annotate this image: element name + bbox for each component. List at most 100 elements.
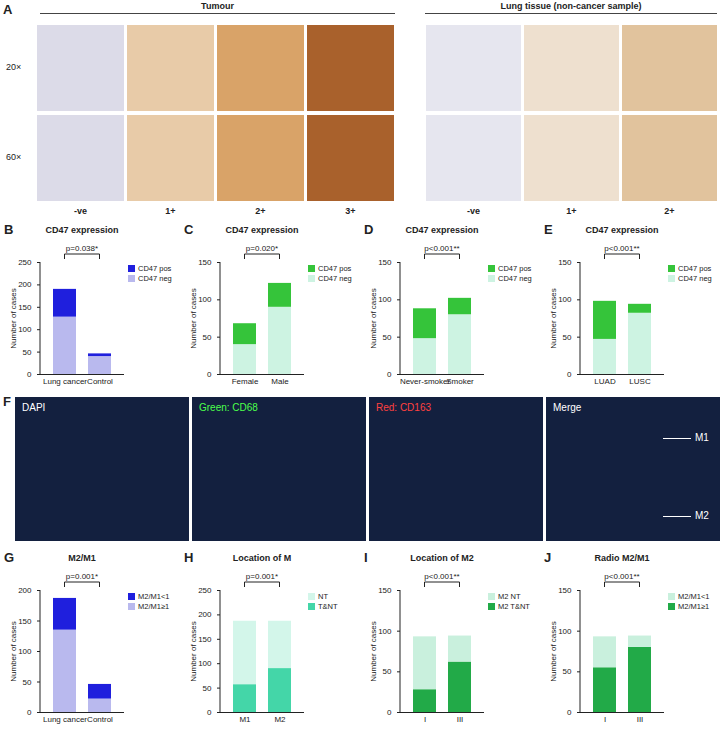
- svg-text:I: I: [424, 715, 426, 724]
- svg-text:200: 200: [18, 586, 32, 595]
- html-text:Green: CD68: Green: CD68: [199, 402, 258, 413]
- svg-text:Number of cases: Number of cases: [189, 621, 198, 681]
- html-text:M2: M2: [695, 510, 709, 521]
- svg-text:Number of cases: Number of cases: [549, 621, 558, 681]
- svg-text:p<0.001**: p<0.001**: [604, 572, 639, 581]
- svg-text:Number of cases: Number of cases: [9, 288, 18, 348]
- html-text:Merge: Merge: [553, 402, 582, 413]
- svg-text:0: 0: [567, 370, 572, 379]
- svg-text:I: I: [604, 715, 606, 724]
- svg-text:250: 250: [18, 258, 32, 267]
- svg-text:0: 0: [27, 370, 32, 379]
- html-text:CD47 expression: CD47 expression: [405, 225, 479, 235]
- html-text:Lung tissue (non-cancer sample: Lung tissue (non-cancer sample): [500, 1, 642, 11]
- svg-text:150: 150: [18, 303, 32, 312]
- svg-text:III: III: [637, 715, 644, 724]
- svg-text:III: III: [457, 715, 464, 724]
- html-text:2+: 2+: [255, 206, 266, 216]
- html-text:CD47 expression: CD47 expression: [225, 225, 299, 235]
- html-text:1+: 1+: [566, 206, 577, 216]
- svg-text:100: 100: [558, 295, 572, 304]
- svg-text:M1: M1: [239, 715, 251, 724]
- svg-text:Lung cancer: Lung cancer: [43, 715, 87, 724]
- svg-text:0: 0: [387, 708, 392, 717]
- svg-text:Number of cases: Number of cases: [9, 621, 18, 681]
- html-text:20×: 20×: [6, 62, 22, 72]
- html-text:1+: 1+: [165, 206, 176, 216]
- svg-text:100: 100: [18, 325, 32, 334]
- svg-text:Smoker: Smoker: [446, 377, 474, 386]
- html-text:CD47 expression: CD47 expression: [585, 225, 659, 235]
- html-text:-ve: -ve: [74, 206, 87, 216]
- svg-text:50: 50: [563, 333, 572, 342]
- svg-text:150: 150: [198, 258, 212, 267]
- html-text:G: G: [4, 550, 15, 565]
- svg-text:0: 0: [27, 708, 32, 717]
- svg-text:150: 150: [558, 586, 572, 595]
- svg-text:100: 100: [378, 627, 392, 636]
- svg-text:50: 50: [383, 667, 392, 676]
- svg-text:0: 0: [387, 370, 392, 379]
- html-text:-ve: -ve: [467, 206, 480, 216]
- svg-text:p=0.001*: p=0.001*: [246, 572, 278, 581]
- svg-text:50: 50: [203, 333, 212, 342]
- svg-text:50: 50: [563, 667, 572, 676]
- svg-text:LUSC: LUSC: [629, 377, 651, 386]
- html-text:M2/M1: M2/M1: [68, 553, 96, 563]
- svg-text:200: 200: [18, 280, 32, 289]
- svg-text:M2: M2: [274, 715, 286, 724]
- svg-text:p<0.001**: p<0.001**: [424, 244, 459, 253]
- svg-text:50: 50: [383, 333, 392, 342]
- svg-text:100: 100: [558, 627, 572, 636]
- svg-text:250: 250: [198, 586, 212, 595]
- svg-text:150: 150: [378, 586, 392, 595]
- svg-text:100: 100: [378, 295, 392, 304]
- html-text:A: A: [3, 2, 13, 17]
- svg-text:200: 200: [198, 610, 212, 619]
- html-text:C: C: [184, 222, 194, 237]
- svg-text:100: 100: [198, 659, 212, 668]
- html-text:Location of M2: Location of M2: [410, 553, 474, 563]
- svg-text:150: 150: [378, 258, 392, 267]
- svg-text:Number of cases: Number of cases: [369, 288, 378, 348]
- svg-text:0: 0: [207, 370, 212, 379]
- svg-text:LUAD: LUAD: [594, 377, 616, 386]
- html-text:60×: 60×: [6, 152, 22, 162]
- html-text:D: D: [364, 222, 374, 237]
- html-text:H: H: [184, 550, 194, 565]
- svg-text:50: 50: [23, 678, 32, 687]
- svg-text:150: 150: [198, 635, 212, 644]
- svg-text:p=0.038*: p=0.038*: [66, 244, 98, 253]
- svg-text:Number of cases: Number of cases: [369, 621, 378, 681]
- svg-text:150: 150: [18, 617, 32, 626]
- svg-text:50: 50: [23, 348, 32, 357]
- html-text:3+: 3+: [345, 206, 356, 216]
- svg-text:p=0.020*: p=0.020*: [246, 244, 278, 253]
- svg-text:Number of cases: Number of cases: [549, 288, 558, 348]
- svg-text:100: 100: [198, 295, 212, 304]
- html-text:Radio M2/M1: Radio M2/M1: [594, 553, 650, 563]
- svg-text:Number of cases: Number of cases: [189, 288, 198, 348]
- svg-text:100: 100: [18, 647, 32, 656]
- html-text:B: B: [4, 222, 14, 237]
- svg-text:p=0.001*: p=0.001*: [66, 572, 98, 581]
- html-text:M1: M1: [695, 432, 709, 443]
- svg-text:Never-smoker: Never-smoker: [400, 377, 451, 386]
- svg-text:Control: Control: [87, 377, 113, 386]
- svg-text:p<0.001**: p<0.001**: [604, 244, 639, 253]
- html-text:Tumour: Tumour: [201, 1, 234, 11]
- html-text:Red: CD163: Red: CD163: [376, 402, 431, 413]
- html-text:Location of M: Location of M: [232, 553, 292, 563]
- html-text:DAPI: DAPI: [22, 402, 46, 413]
- svg-text:50: 50: [203, 684, 212, 693]
- svg-text:Lung cancer: Lung cancer: [43, 377, 87, 386]
- svg-text:150: 150: [558, 258, 572, 267]
- svg-text:Control: Control: [87, 715, 113, 724]
- html-text:2+: 2+: [664, 206, 675, 216]
- svg-text:p<0.001**: p<0.001**: [424, 572, 459, 581]
- svg-text:Female: Female: [232, 377, 259, 386]
- svg-text:0: 0: [207, 708, 212, 717]
- svg-text:Male: Male: [271, 377, 289, 386]
- svg-text:0: 0: [567, 708, 572, 717]
- html-text:CD47 expression: CD47 expression: [45, 225, 119, 235]
